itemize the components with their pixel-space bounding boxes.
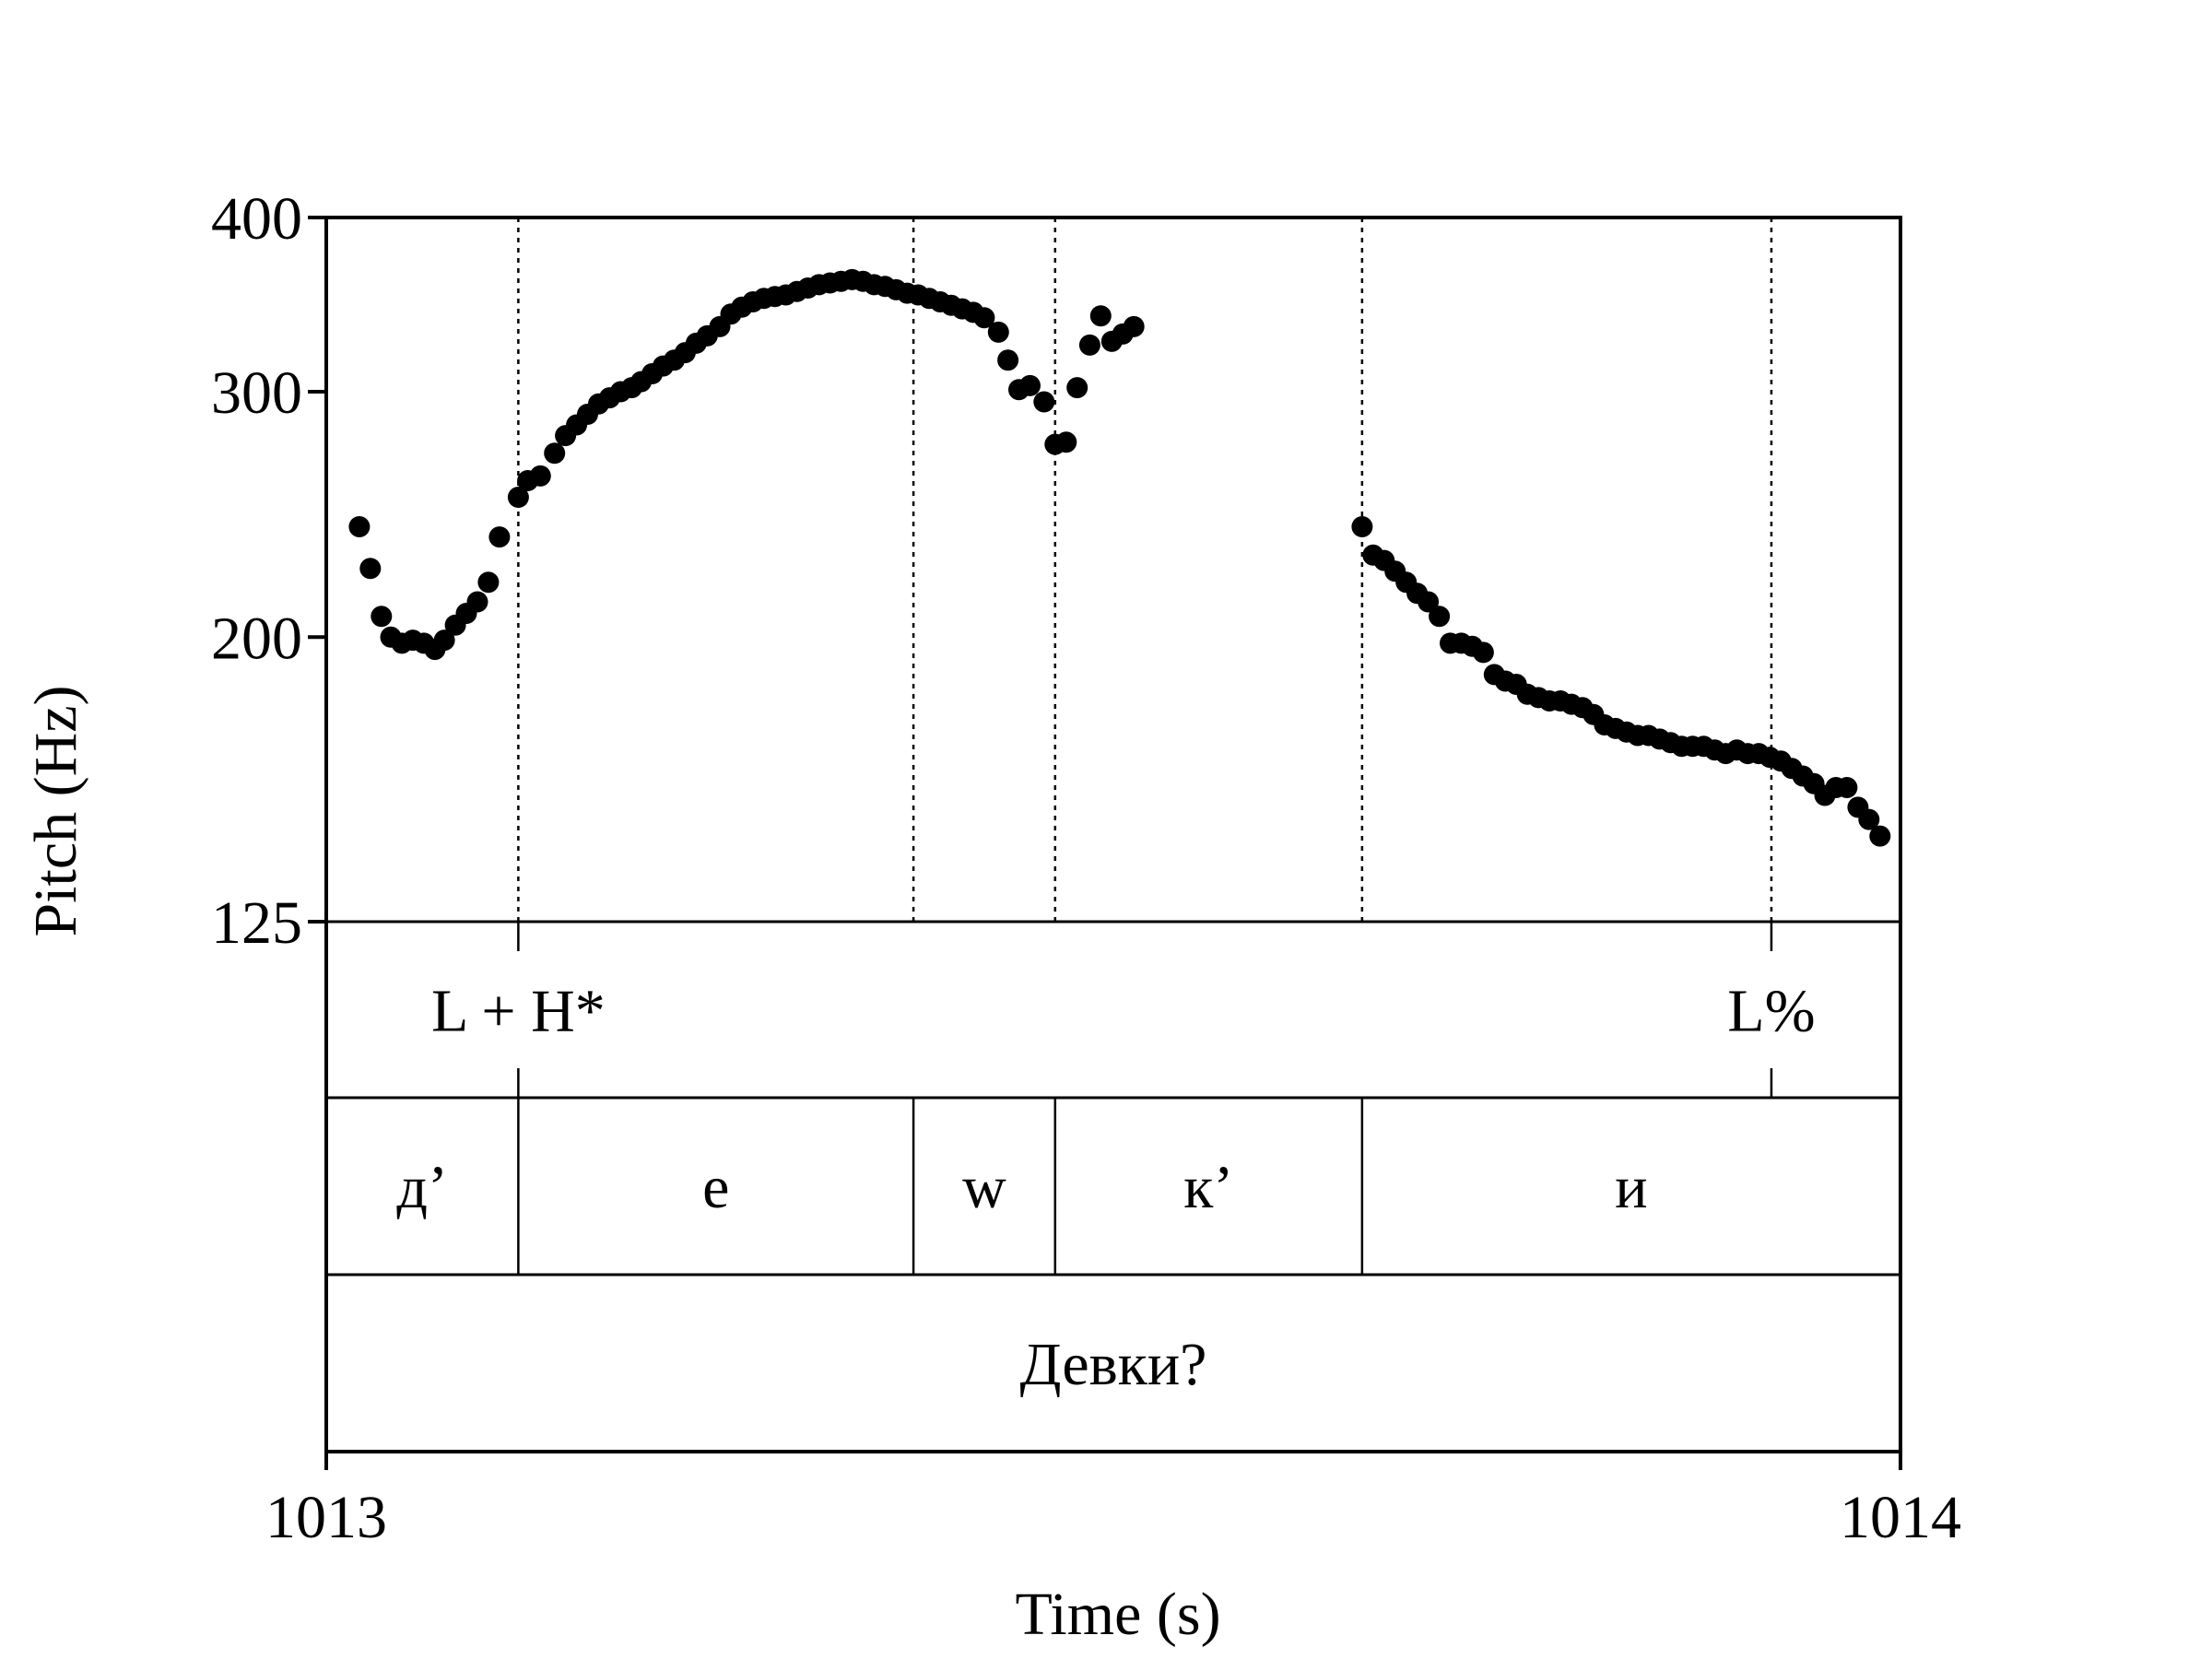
pitch-point (359, 558, 382, 580)
pitch-point (529, 465, 551, 487)
pitch-point (1078, 334, 1100, 356)
pitch-point (507, 487, 529, 508)
pitch-point (371, 606, 393, 628)
segment-label: е (702, 1154, 729, 1221)
segment-label: и (1615, 1154, 1647, 1221)
y-axis-label: Pitch (Hz) (22, 685, 89, 936)
pitch-point (1418, 591, 1440, 613)
pitch-points (348, 268, 1891, 847)
pitch-point (1429, 606, 1451, 628)
tone-label: L% (1727, 978, 1815, 1045)
pitch-point (1858, 808, 1880, 830)
plot-border (324, 216, 1902, 1453)
pitch-point (544, 442, 566, 465)
segment-label: д’ (396, 1154, 448, 1221)
x-tick-label: 1013 (265, 1484, 387, 1551)
pitch-point (1033, 391, 1055, 413)
x-axis-label: Time (s) (1015, 1581, 1220, 1648)
pitch-point (348, 516, 371, 537)
pitch-point (466, 591, 488, 613)
pitch-point (1019, 374, 1041, 396)
plot-frame (324, 216, 1902, 1453)
y-tick-label: 125 (211, 889, 302, 957)
y-tick-label: 200 (211, 605, 302, 672)
annotation-tiers: L + H* L% д’ е w к’ и Девки? (396, 922, 1816, 1398)
pitch-point (488, 526, 511, 548)
y-tick-label: 300 (211, 359, 302, 427)
pitch-point (1123, 315, 1145, 337)
pitch-point (1066, 377, 1088, 399)
pitch-point (1089, 305, 1112, 327)
boundary-lines (517, 218, 1773, 922)
pitch-point (433, 629, 455, 652)
pitch-point (1869, 825, 1891, 847)
pitch-point (1351, 516, 1373, 537)
tone-label: L + H* (431, 978, 606, 1045)
pitch-point (987, 321, 1009, 343)
pitch-point (1836, 777, 1858, 798)
pitch-point (997, 349, 1019, 371)
x-tick-label: 1014 (1840, 1484, 1961, 1551)
pitch-point (973, 307, 995, 329)
pitch-point (1055, 431, 1077, 453)
pitch-point (477, 571, 500, 594)
word-label: Девки? (1020, 1331, 1207, 1398)
y-tick-label: 400 (211, 185, 302, 253)
axis-ticks: 400 300 200 125 1013 1014 (211, 185, 1961, 1551)
segment-label: к’ (1183, 1154, 1233, 1221)
segment-label: w (962, 1154, 1006, 1221)
pitch-point (1472, 641, 1494, 664)
